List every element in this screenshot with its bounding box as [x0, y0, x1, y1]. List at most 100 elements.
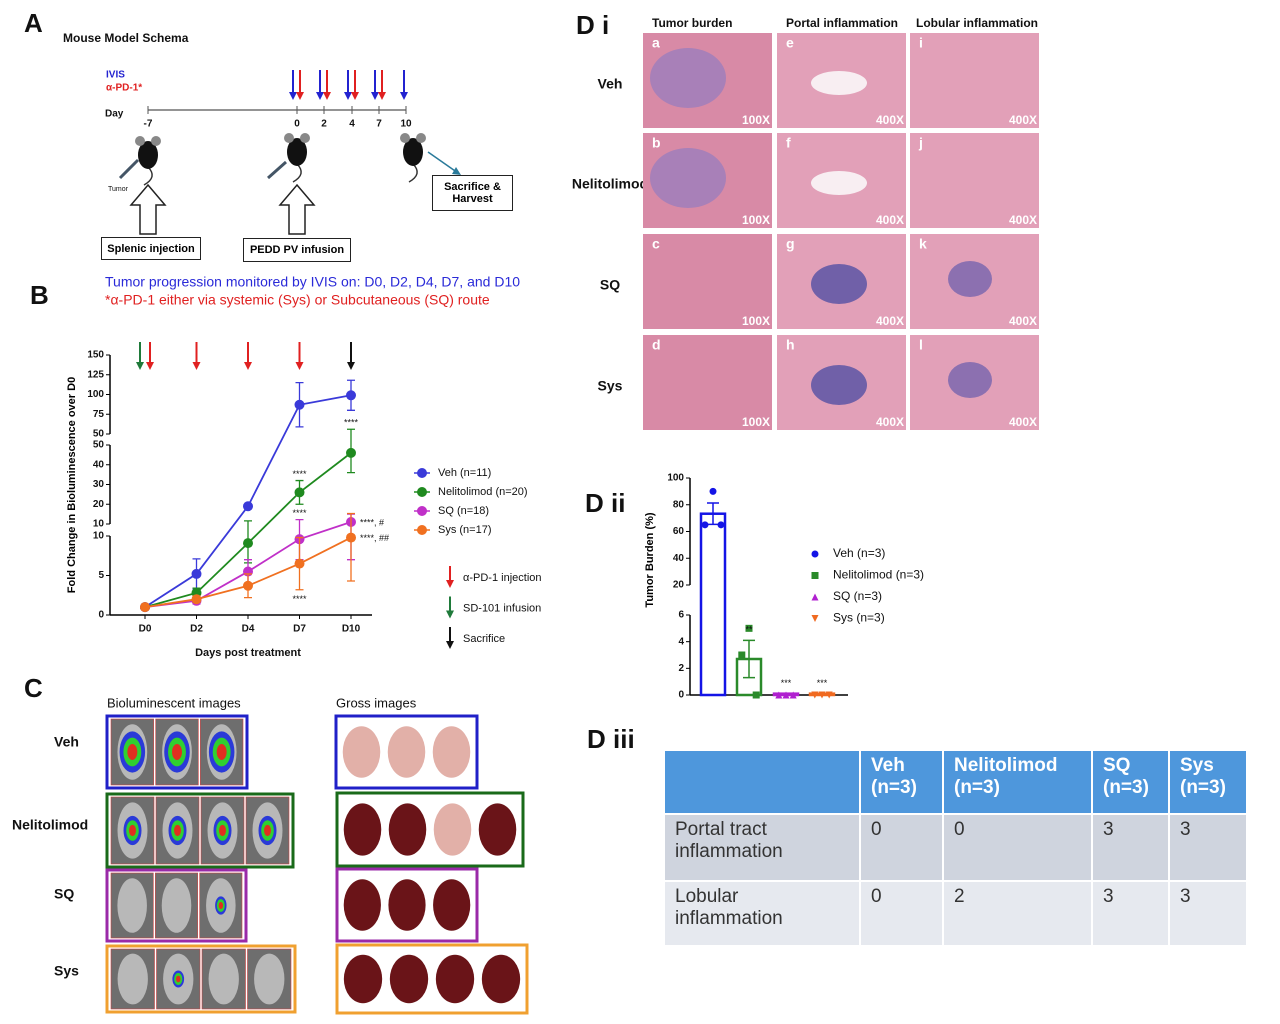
row-label: Veh [598, 76, 623, 92]
column-header: Tumor burden [652, 16, 732, 30]
liver-image [432, 726, 471, 778]
y-tick-label: 10 [93, 519, 105, 530]
data-point [243, 538, 253, 549]
tile-letter: e [786, 35, 794, 51]
harvest-arrow [427, 151, 459, 174]
liver-image [433, 879, 471, 931]
liver-image [388, 879, 426, 931]
signal [219, 824, 226, 837]
image-frame [105, 792, 295, 869]
data-point [346, 532, 356, 543]
arrow-head [344, 92, 352, 100]
y-tick-label: 50 [93, 440, 105, 451]
arrow-head [371, 92, 379, 100]
data-point [191, 568, 202, 579]
table-cell: 0 [859, 813, 944, 882]
day-tick-label: -7 [144, 119, 153, 130]
significance-label: *** [817, 678, 828, 688]
magnification: 400X [1009, 213, 1037, 227]
column-title: Bioluminescent images [107, 695, 241, 710]
header-cell: Veh (n=3) [859, 749, 944, 815]
significance-label: ****, ## [360, 533, 389, 543]
y-tick-label: 100 [87, 389, 104, 400]
point-marker [811, 691, 819, 699]
panel-label: D ii [585, 488, 625, 518]
magnification: 100X [742, 314, 770, 328]
magnification: 400X [876, 213, 904, 227]
tile-letter: l [919, 337, 923, 353]
mouse-body [287, 138, 307, 166]
tumor-region [650, 48, 726, 108]
mouse-outline [117, 953, 148, 1005]
y-tick-label: 50 [93, 429, 105, 440]
table-cell: 3 [1091, 813, 1170, 882]
magnification: 400X [1009, 113, 1037, 127]
point-marker [775, 691, 783, 699]
tumor-label: Tumor [108, 186, 129, 193]
legend-apd1: α-PD-1* [106, 83, 142, 94]
row-label: SQ [54, 886, 74, 902]
data-point [294, 399, 305, 410]
x-tick-label: D7 [293, 624, 306, 635]
legend-marker [417, 487, 427, 497]
y-tick-label: 40 [673, 553, 685, 564]
arrow-head [400, 92, 408, 100]
legend-ivis: IVIS [106, 70, 125, 81]
magnification: 100X [742, 415, 770, 429]
arrow-head [136, 362, 144, 370]
magnification: 400X [1009, 314, 1037, 328]
table-row: Portal tract inflammation 0 0 3 3 [663, 813, 1248, 882]
mouse-ear [135, 136, 145, 146]
y-tick-label: 30 [93, 479, 105, 490]
y-tick-label: 75 [93, 409, 105, 420]
signal [264, 824, 271, 837]
column-header: Lobular inflammation [916, 16, 1038, 30]
tile-letter: i [919, 35, 923, 51]
point-marker [717, 521, 725, 529]
bar [699, 512, 727, 697]
mouse-tail [143, 166, 153, 186]
mouse-ear [416, 133, 426, 143]
histology-image [643, 335, 772, 430]
liver-image [389, 954, 429, 1004]
liver-image [478, 803, 517, 856]
note: Tumor progression monitored by IVIS on: … [105, 274, 520, 290]
tumor-region [650, 148, 726, 208]
harvest-arrow-head [452, 167, 461, 175]
y-tick-label: 40 [93, 459, 105, 470]
point-marker [745, 624, 753, 632]
magnification: 400X [876, 415, 904, 429]
signal [127, 744, 138, 760]
header-cell: Sys (n=3) [1168, 749, 1248, 815]
mouse-ear [400, 133, 410, 143]
point-marker [709, 487, 717, 495]
y-tick-label: 100 [667, 473, 684, 484]
arrow-head [295, 362, 304, 370]
image-frame [335, 791, 525, 868]
liver-image [388, 803, 427, 856]
x-tick-label: D10 [342, 624, 361, 635]
arrow-head [378, 92, 386, 100]
panel-label: C [24, 673, 43, 703]
arrow-head [244, 362, 252, 370]
tile-letter: h [786, 337, 795, 353]
histology-image [910, 33, 1039, 128]
signal [172, 744, 182, 760]
arrow-head [446, 641, 454, 649]
legend-label: Veh (n=11) [438, 467, 491, 479]
infiltrate [811, 264, 867, 304]
legend-label: SQ (n=3) [833, 589, 882, 603]
legend-label: Sys (n=3) [833, 611, 885, 625]
arrow-head [446, 580, 454, 588]
day-tick-label: 0 [294, 119, 300, 130]
tile-letter: k [919, 236, 927, 252]
y-tick-label: 6 [678, 610, 684, 621]
arrow-head [289, 92, 297, 100]
liver-image [343, 954, 383, 1004]
point-marker [818, 691, 826, 699]
legend-label: Sys (n=17) [438, 524, 492, 536]
data-point [294, 487, 305, 498]
legend-label: Nelitolimod (n=3) [833, 568, 924, 582]
arrow-legend-label: Sacrifice [463, 633, 505, 645]
